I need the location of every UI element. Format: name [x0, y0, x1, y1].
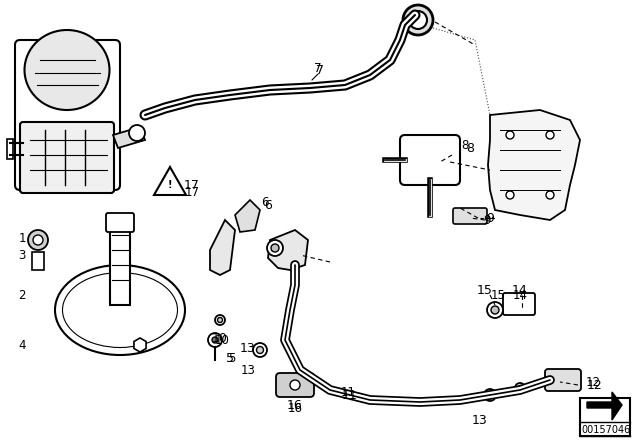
- Circle shape: [218, 318, 223, 323]
- Text: 9: 9: [483, 214, 491, 227]
- Polygon shape: [587, 392, 622, 420]
- Circle shape: [271, 244, 279, 252]
- Polygon shape: [210, 220, 235, 275]
- Ellipse shape: [63, 272, 177, 348]
- Text: 13: 13: [241, 363, 255, 376]
- Polygon shape: [154, 167, 186, 195]
- Ellipse shape: [55, 265, 185, 355]
- FancyBboxPatch shape: [20, 122, 114, 193]
- Circle shape: [283, 248, 297, 262]
- Text: 11: 11: [340, 385, 355, 399]
- Text: 5: 5: [228, 352, 236, 365]
- Text: 16: 16: [287, 399, 303, 412]
- Text: 5: 5: [226, 352, 234, 365]
- Circle shape: [518, 385, 522, 391]
- Circle shape: [506, 191, 514, 199]
- Text: 1: 1: [19, 232, 26, 245]
- Text: 17: 17: [184, 185, 200, 198]
- Text: 14: 14: [513, 289, 527, 302]
- FancyBboxPatch shape: [106, 213, 134, 232]
- Circle shape: [484, 389, 496, 401]
- Circle shape: [129, 125, 145, 141]
- Circle shape: [403, 5, 433, 35]
- Circle shape: [28, 230, 48, 250]
- Circle shape: [208, 333, 222, 347]
- Text: 14: 14: [512, 284, 528, 297]
- Circle shape: [212, 337, 218, 343]
- FancyBboxPatch shape: [503, 293, 535, 315]
- Ellipse shape: [24, 30, 109, 110]
- Circle shape: [267, 240, 283, 256]
- Text: !: !: [168, 180, 172, 190]
- Bar: [580, 398, 630, 436]
- Polygon shape: [268, 230, 308, 270]
- Circle shape: [278, 243, 302, 267]
- Text: 15: 15: [477, 284, 493, 297]
- Text: 11: 11: [342, 388, 358, 401]
- Circle shape: [506, 131, 514, 139]
- Circle shape: [546, 191, 554, 199]
- Polygon shape: [235, 200, 260, 232]
- Circle shape: [290, 380, 300, 390]
- Text: 8: 8: [461, 138, 468, 151]
- Polygon shape: [488, 110, 580, 220]
- FancyBboxPatch shape: [545, 369, 581, 391]
- Text: 12: 12: [586, 375, 600, 388]
- Circle shape: [33, 235, 43, 245]
- Text: 16: 16: [287, 401, 303, 414]
- Text: 4: 4: [19, 339, 26, 352]
- Bar: [110, 225, 130, 305]
- Text: 13: 13: [472, 414, 488, 426]
- Text: 00157046: 00157046: [581, 425, 630, 435]
- Text: 7: 7: [316, 64, 324, 77]
- Bar: [32, 252, 44, 270]
- Bar: [7, 139, 13, 159]
- Text: 7: 7: [314, 61, 322, 74]
- Circle shape: [253, 343, 267, 357]
- Text: 6: 6: [264, 198, 272, 211]
- Circle shape: [491, 306, 499, 314]
- Circle shape: [257, 346, 264, 353]
- Circle shape: [546, 131, 554, 139]
- Circle shape: [409, 11, 427, 29]
- FancyBboxPatch shape: [15, 40, 120, 190]
- Text: 13: 13: [240, 341, 256, 354]
- Text: 6: 6: [261, 195, 269, 208]
- Text: 8: 8: [466, 142, 474, 155]
- Circle shape: [487, 302, 503, 318]
- Text: 10: 10: [214, 333, 229, 346]
- Text: 2: 2: [19, 289, 26, 302]
- Text: 12: 12: [587, 379, 603, 392]
- FancyBboxPatch shape: [400, 135, 460, 185]
- Circle shape: [215, 315, 225, 325]
- FancyBboxPatch shape: [453, 208, 487, 224]
- Circle shape: [487, 392, 493, 398]
- FancyBboxPatch shape: [276, 373, 314, 397]
- Text: 17: 17: [184, 178, 200, 191]
- Text: 10: 10: [212, 332, 228, 345]
- Circle shape: [515, 383, 525, 393]
- Text: 9: 9: [486, 211, 494, 224]
- Text: 15: 15: [491, 289, 506, 302]
- Polygon shape: [113, 127, 145, 148]
- Text: 3: 3: [19, 249, 26, 262]
